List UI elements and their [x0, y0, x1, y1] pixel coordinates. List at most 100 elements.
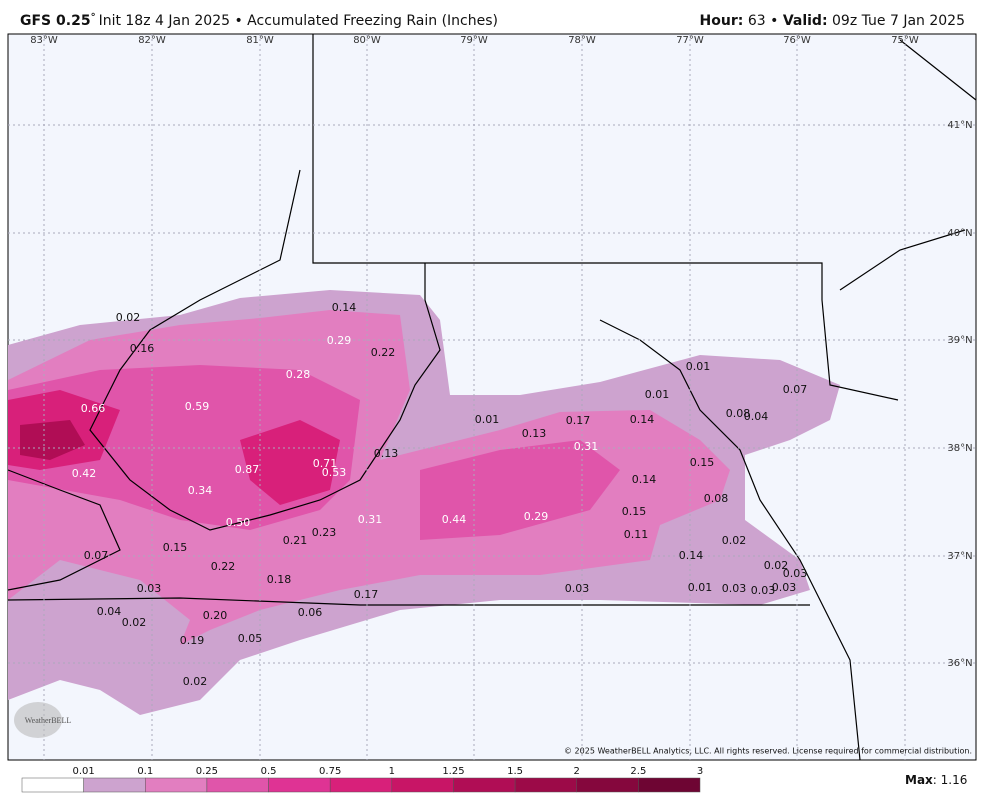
- legend-swatch: [206, 777, 269, 793]
- legend-label: 0.1: [137, 766, 153, 777]
- title: Init 18z 4 Jan 2025 • Accumulated Freezi…: [99, 13, 498, 29]
- latitude-label: 38°N: [947, 443, 972, 454]
- point-value: 0.13: [374, 447, 399, 460]
- point-value: 0.03: [751, 584, 776, 597]
- latitude-label: 39°N: [947, 335, 972, 346]
- point-value: 0.01: [645, 388, 670, 401]
- point-value: 0.29: [327, 334, 352, 347]
- degree: °: [91, 12, 96, 23]
- legend-swatch: [21, 777, 84, 793]
- legend-swatch: [514, 777, 577, 793]
- point-value: 0.01: [688, 581, 713, 594]
- logo-globe: [14, 702, 62, 738]
- longitude-label: 80°W: [353, 35, 381, 46]
- graticule: [8, 34, 976, 760]
- legend-label: 0.25: [196, 766, 218, 777]
- max: Max: 1.16: [905, 773, 967, 787]
- point-value: 0.04: [744, 410, 769, 423]
- header-left: GFS 0.25° Init 18z 4 Jan 2025 • Accumulat…: [20, 12, 498, 29]
- point-value: 0.14: [679, 549, 704, 562]
- point-value: 0.53: [322, 466, 347, 479]
- point-value: 0.16: [130, 342, 155, 355]
- boundaries: [7, 34, 977, 761]
- legend-label: 2.5: [630, 766, 646, 777]
- legend-label: 2: [574, 766, 580, 777]
- legend-label: 0.5: [261, 766, 277, 777]
- point-value: 0.42: [72, 467, 97, 480]
- point-value: 0.21: [283, 534, 308, 547]
- latitude-label: 37°N: [947, 551, 972, 562]
- legend-label: 0.01: [73, 766, 95, 777]
- point-value: 0.14: [332, 301, 357, 314]
- legend-swatch: [268, 777, 331, 793]
- point-value: 0.07: [783, 383, 808, 396]
- legend-label: 1: [389, 766, 395, 777]
- legend-swatch: [83, 777, 146, 793]
- point-value: 0.04: [97, 605, 122, 618]
- latitude-label: 36°N: [947, 658, 972, 669]
- point-value: 0.01: [686, 360, 711, 373]
- legend-label: 1.25: [442, 766, 464, 777]
- point-value: 0.11: [624, 528, 649, 541]
- point-value: 0.31: [358, 513, 383, 526]
- point-value: 0.08: [704, 492, 729, 505]
- header-right: Hour: 63 • Valid: 09z Tue 7 Jan 2025: [700, 13, 965, 29]
- legend-label: 0.75: [319, 766, 341, 777]
- hour-label: Hour:: [700, 13, 744, 29]
- valid: 09z Tue 7 Jan 2025: [832, 13, 965, 29]
- point-value: 0.22: [371, 346, 396, 359]
- point-value: 0.19: [180, 634, 205, 647]
- point-value: 0.28: [286, 368, 311, 381]
- point-value: 0.02: [116, 311, 141, 324]
- legend-swatch: [576, 777, 639, 793]
- point-value: 0.06: [298, 606, 323, 619]
- max-value: : 1.16: [933, 773, 968, 787]
- longitude-label: 75°W: [891, 35, 919, 46]
- point-value: 0.23: [312, 526, 337, 539]
- point-value: 0.14: [630, 413, 655, 426]
- point-value: 0.44: [442, 513, 467, 526]
- legend-swatch: [391, 777, 454, 793]
- longitude-label: 81°W: [246, 35, 274, 46]
- point-value: 0.01: [475, 413, 500, 426]
- point-value: 0.15: [163, 541, 188, 554]
- legend-swatch: [145, 777, 208, 793]
- max-label: Max: [905, 773, 933, 787]
- point-value: 0.03: [783, 567, 808, 580]
- point-value: 0.02: [122, 616, 147, 629]
- model: GFS 0.25: [20, 13, 91, 29]
- rain-very-heavy: [8, 390, 340, 505]
- latitude-label: 40°N: [947, 228, 972, 239]
- longitude-label: 83°W: [30, 35, 58, 46]
- longitude-label: 82°W: [138, 35, 166, 46]
- legend-swatch: [453, 777, 516, 793]
- separator: •: [770, 13, 778, 29]
- point-value: 0.29: [524, 510, 549, 523]
- point-value: 0.59: [185, 400, 210, 413]
- point-value: 0.17: [354, 588, 379, 601]
- point-value: 0.34: [188, 484, 213, 497]
- point-value: 0.15: [690, 456, 715, 469]
- point-value: 0.22: [211, 560, 236, 573]
- longitude-label: 78°W: [568, 35, 596, 46]
- point-value: 0.02: [183, 675, 208, 688]
- point-value: 0.50: [226, 516, 251, 529]
- point-value: 0.03: [137, 582, 162, 595]
- point-value: 0.08: [726, 407, 751, 420]
- point-value: 0.02: [722, 534, 747, 547]
- point-value: 0.03: [565, 582, 590, 595]
- hour: 63: [748, 13, 766, 29]
- valid-label: Valid:: [783, 13, 828, 29]
- legend-label: 1.5: [507, 766, 523, 777]
- point-value: 0.15: [622, 505, 647, 518]
- point-value: 0.31: [574, 440, 599, 453]
- longitude-label: 76°W: [783, 35, 811, 46]
- point-value: 0.20: [203, 609, 228, 622]
- point-value: 0.07: [84, 549, 109, 562]
- copyright: © 2025 WeatherBELL Analytics, LLC. All r…: [564, 747, 972, 756]
- map: WeatherBELL © 2025 WeatherBELL Analytics…: [7, 33, 977, 761]
- point-value: 0.03: [772, 581, 797, 594]
- rain-extreme: [20, 420, 85, 460]
- point-value: 0.87: [235, 463, 260, 476]
